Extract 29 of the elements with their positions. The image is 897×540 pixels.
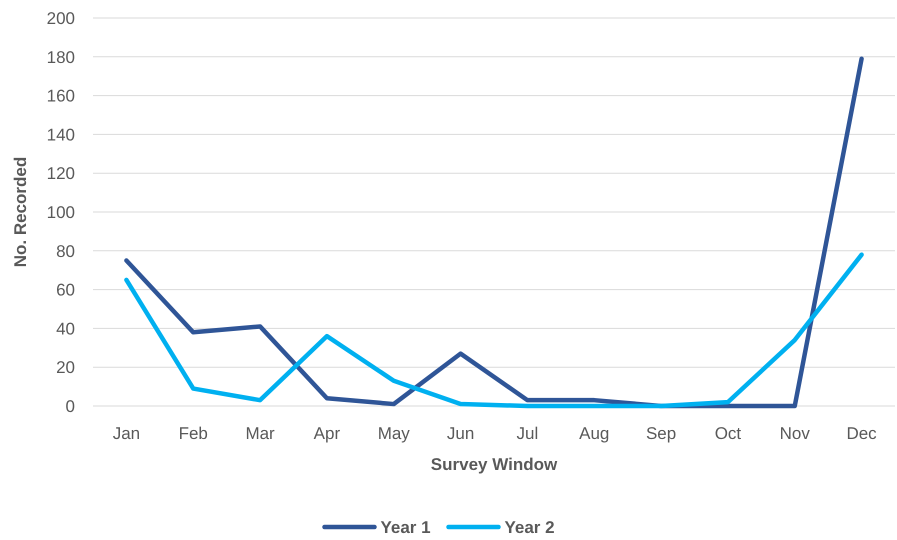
x-tick-label: Apr bbox=[314, 424, 340, 443]
legend-label: Year 1 bbox=[380, 518, 431, 537]
x-tick-label: Mar bbox=[245, 424, 276, 443]
y-tick-label: 120 bbox=[46, 164, 75, 184]
y-tick-label: 20 bbox=[56, 358, 75, 378]
y-tick-label: 40 bbox=[56, 319, 75, 338]
y-axis-title: No. Recorded bbox=[11, 156, 30, 268]
x-tick-label: Aug bbox=[579, 424, 610, 443]
x-tick-label: May bbox=[378, 424, 410, 443]
x-tick-label: Jan bbox=[112, 424, 140, 443]
legend-label: Year 2 bbox=[504, 518, 555, 537]
y-tick-label: 100 bbox=[46, 202, 75, 222]
x-tick-label: Sep bbox=[646, 424, 676, 443]
y-tick-label: 60 bbox=[56, 280, 75, 300]
x-tick-label: Nov bbox=[780, 424, 810, 443]
y-tick-label: 80 bbox=[56, 242, 75, 261]
y-tick-label: 200 bbox=[46, 8, 75, 28]
x-axis-title: Survey Window bbox=[430, 455, 558, 474]
x-tick-label: Jun bbox=[446, 424, 474, 443]
x-tick-label: Jul bbox=[516, 424, 538, 443]
y-tick-label: 160 bbox=[46, 86, 75, 106]
line-series bbox=[124, 252, 864, 408]
x-tick-label: Oct bbox=[714, 424, 742, 443]
y-tick-label: 140 bbox=[46, 125, 75, 144]
y-tick-label: 180 bbox=[46, 48, 75, 67]
x-tick-label: Dec bbox=[846, 424, 878, 443]
y-tick-label: 0 bbox=[66, 396, 75, 416]
x-tick-label: Feb bbox=[178, 424, 208, 443]
line-series bbox=[124, 56, 864, 408]
